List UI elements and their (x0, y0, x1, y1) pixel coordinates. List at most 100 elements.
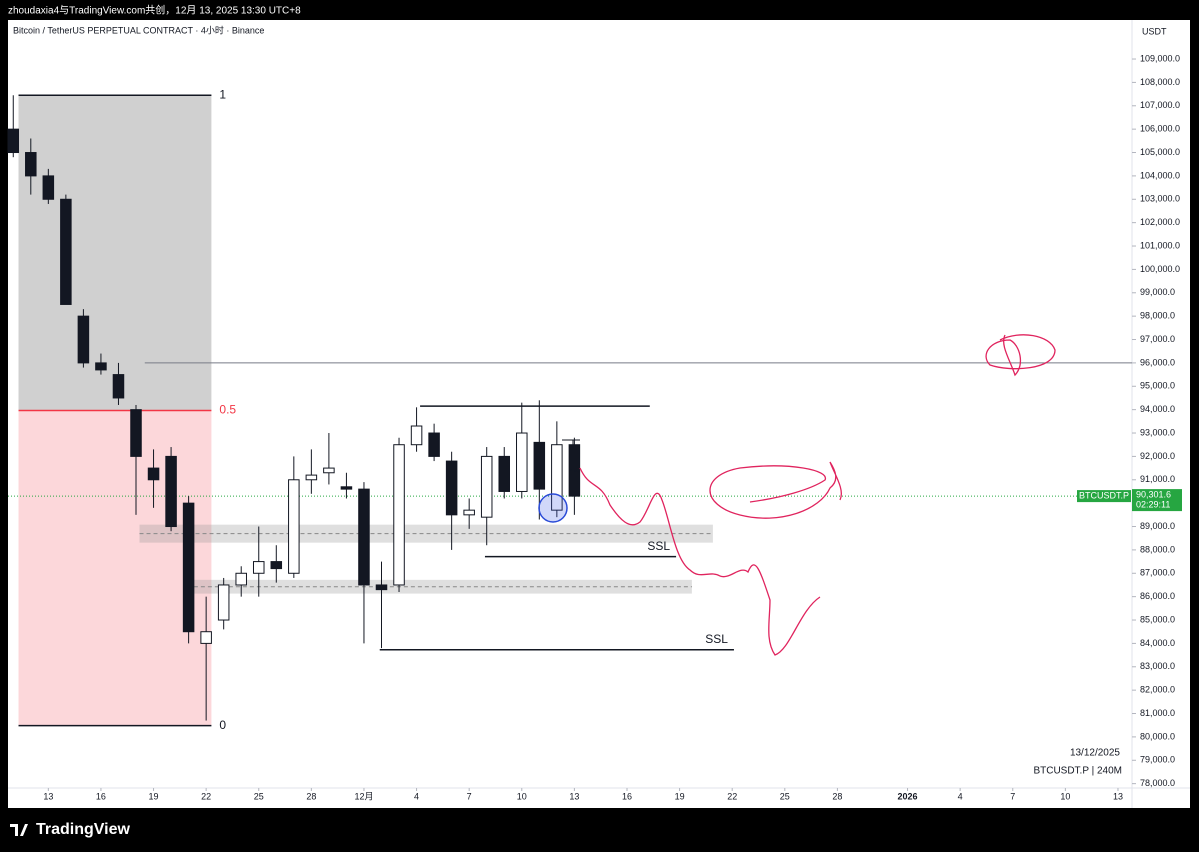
x-tick-label: 7 (1010, 791, 1015, 801)
small-drawing (562, 439, 581, 490)
chart-frame (8, 20, 1190, 808)
x-tick-label: 13 (43, 791, 53, 801)
x-tick-label: 22 (727, 791, 737, 801)
candle-body (551, 444, 563, 511)
y-tick-label: 95,000.0 (1140, 381, 1175, 391)
countdown: 02:29:11 (1136, 499, 1170, 509)
x-tick-label: 4 (958, 791, 963, 801)
y-tick-label: 101,000.0 (1140, 240, 1180, 250)
y-tick-label: 107,000.0 (1140, 100, 1180, 110)
hline-label: SSL (647, 539, 670, 553)
candle-body (235, 572, 247, 586)
y-tick-label: 86,000.0 (1140, 591, 1175, 601)
x-tick-label: 19 (149, 791, 159, 801)
x-tick-label: 25 (780, 791, 790, 801)
y-tick-label: 97,000.0 (1140, 334, 1175, 344)
footer-logo: TradingView (36, 821, 131, 838)
candle-body (410, 425, 423, 446)
x-tick-label: 10 (517, 791, 527, 801)
x-tick-label: 16 (622, 791, 632, 801)
candle-body (25, 152, 37, 177)
currency: USDT (1142, 26, 1167, 36)
y-tick-label: 84,000.0 (1140, 638, 1175, 648)
x-tick-label: 4 (414, 791, 419, 801)
y-tick-label: 91,000.0 (1140, 474, 1175, 484)
x-tick-label: 13 (1113, 791, 1123, 801)
logo-icon (10, 824, 28, 836)
fib-label: 0 (219, 718, 226, 732)
candle-body (217, 584, 230, 621)
candle-body (498, 455, 511, 492)
y-tick-label: 88,000.0 (1140, 544, 1175, 554)
y-tick-label: 105,000.0 (1140, 147, 1180, 157)
candle-body (288, 479, 300, 574)
zone (139, 524, 713, 543)
price-tag-bg (1132, 489, 1182, 512)
y-tick-label: 106,000.0 (1140, 124, 1180, 134)
x-tick-label: 25 (254, 791, 264, 801)
y-tick-label: 108,000.0 (1140, 77, 1180, 87)
x-tick-label: 28 (832, 791, 842, 801)
y-tick-label: 78,000.0 (1140, 778, 1175, 788)
x-tick-label: 2026 (898, 791, 918, 801)
symbol-tag-bg (1077, 490, 1131, 503)
candle-body (516, 432, 528, 492)
candle-body (358, 488, 370, 586)
fib-upper (18, 95, 212, 411)
candle-body (533, 441, 546, 490)
candle-body (305, 474, 318, 481)
x-tick-label: 10 (1060, 791, 1070, 801)
candle-body (270, 561, 283, 570)
candle-body (375, 584, 388, 591)
candle-body (60, 198, 72, 305)
y-tick-label: 102,000.0 (1140, 217, 1180, 227)
candle-body (252, 561, 265, 574)
fib-label: 0.5 (219, 403, 236, 417)
x-tick-label: 28 (306, 791, 316, 801)
symbol-tag: BTCUSDT.P (1079, 490, 1129, 500)
candle-body (463, 509, 475, 516)
hline-label: SSL (705, 632, 728, 646)
fib-lower (18, 410, 212, 726)
y-tick-label: 96,000.0 (1140, 357, 1175, 367)
y-tick-label: 79,000.0 (1140, 755, 1175, 765)
y-tick-label: 87,000.0 (1140, 568, 1175, 578)
y-tick-label: 94,000.0 (1140, 404, 1175, 414)
y-tick-label: 83,000.0 (1140, 661, 1175, 671)
header-text: zhoudaxia4与TradingView.com共创，12月 13, 202… (8, 4, 301, 17)
candle-body (393, 444, 405, 586)
y-tick-label: 93,000.0 (1140, 427, 1175, 437)
date-stamp: 13/12/2025 (1070, 748, 1120, 759)
x-tick-label: 22 (201, 791, 211, 801)
price-tag: 90,301.6 (1136, 489, 1171, 499)
y-tick-label: 99,000.0 (1140, 287, 1175, 297)
plot: 109,000.0 108,000.0 107,000.0 106,000.0 105,… (7, 53, 1182, 801)
candle-body (480, 455, 493, 518)
y-tick-label: 92,000.0 (1140, 451, 1175, 461)
candle-body (42, 175, 55, 200)
x-tick-label: 12月 (354, 791, 373, 801)
candle-body (340, 486, 353, 490)
x-tick-label: 19 (675, 791, 685, 801)
candle-body (200, 631, 212, 644)
x-tick-label: 7 (467, 791, 472, 801)
y-tick-label: 109,000.0 (1140, 53, 1180, 63)
candle-body (428, 432, 440, 457)
candle-body (182, 502, 195, 633)
x-tick-label: 16 (96, 791, 106, 801)
y-tick-label: 85,000.0 (1140, 614, 1175, 624)
candle-body (445, 460, 458, 516)
zone-scribble (709, 461, 842, 519)
candle-body (323, 467, 335, 474)
candle-body (165, 455, 177, 528)
candle-body (77, 315, 90, 364)
candle-body (7, 128, 20, 154)
y-tick-label: 100,000.0 (1140, 264, 1180, 274)
candle-body (147, 467, 160, 481)
candle-body (112, 374, 125, 399)
fib-label: 1 (219, 87, 226, 101)
y-tick-label: 103,000.0 (1140, 194, 1180, 204)
y-tick-label: 81,000.0 (1140, 708, 1175, 718)
y-tick-label: 89,000.0 (1140, 521, 1175, 531)
